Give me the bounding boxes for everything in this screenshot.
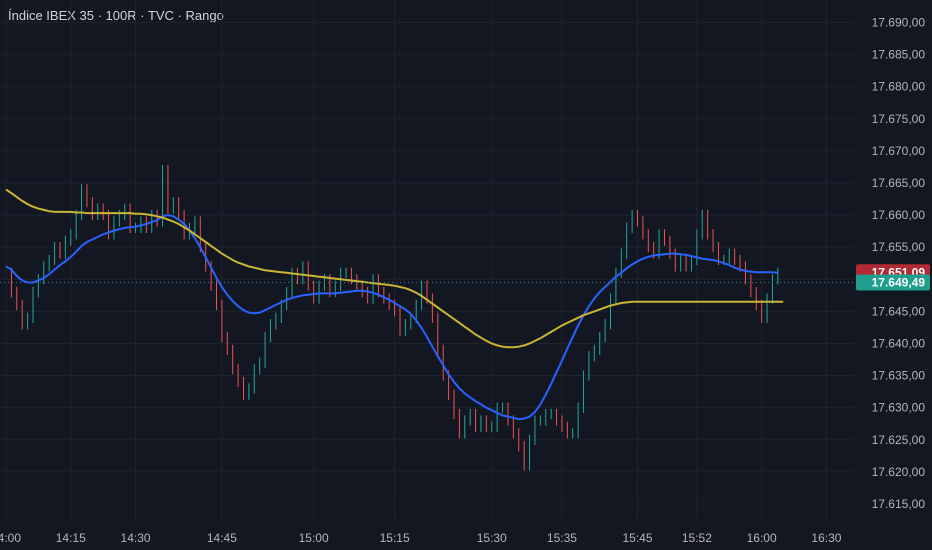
time-axis[interactable]: 14:00 14:15 14:30 14:45 15:00 15:15 15:30 15:35…: [0, 531, 842, 545]
y-tick-label: 17.685,00: [872, 48, 926, 62]
y-tick-label: 17.665,00: [872, 176, 926, 190]
chart-title: Índice IBEX 35 · 100R · TVC · Rango: [8, 8, 224, 23]
y-tick-label: 17.645,00: [872, 304, 926, 318]
grid-lines: [0, 0, 854, 520]
x-tick-label: 14:15: [56, 531, 86, 545]
y-tick-label: 17.635,00: [872, 369, 926, 383]
y-tick-label: 17.615,00: [872, 497, 926, 511]
x-tick-label: 14:00: [0, 531, 21, 545]
y-tick-label: 17.640,00: [872, 336, 926, 350]
y-tick-label: 17.620,00: [872, 465, 926, 479]
y-tick-label: 17.680,00: [872, 80, 926, 94]
x-tick-label: 16:30: [811, 531, 841, 545]
series-line-slow: [5, 188, 784, 349]
x-tick-label: 14:30: [121, 531, 151, 545]
y-tick-label: 17.675,00: [872, 112, 926, 126]
x-tick-label: 15:52: [682, 531, 712, 545]
y-tick-label: 17.660,00: [872, 208, 926, 222]
y-tick-label: 17.655,00: [872, 240, 926, 254]
y-tick-label: 17.630,00: [872, 401, 926, 415]
price-badge-label: 17.649,49: [872, 276, 926, 290]
x-tick-label: 15:45: [622, 531, 652, 545]
x-tick-label: 15:30: [477, 531, 507, 545]
x-tick-label: 15:15: [380, 531, 410, 545]
price-axis[interactable]: 17.690,00 17.685,00 17.680,00 17.675,00 17.6…: [872, 15, 926, 510]
x-tick-label: 15:00: [299, 531, 329, 545]
last-price-badge: [856, 274, 930, 291]
x-tick-label: 14:45: [207, 531, 237, 545]
series-line-fast: [5, 214, 778, 421]
y-tick-label: 17.670,00: [872, 144, 926, 158]
y-tick-label: 17.690,00: [872, 15, 926, 29]
x-tick-label: 16:00: [747, 531, 777, 545]
moving-averages: [5, 188, 784, 421]
y-tick-label: 17.625,00: [872, 433, 926, 447]
x-tick-label: 15:35: [547, 531, 577, 545]
